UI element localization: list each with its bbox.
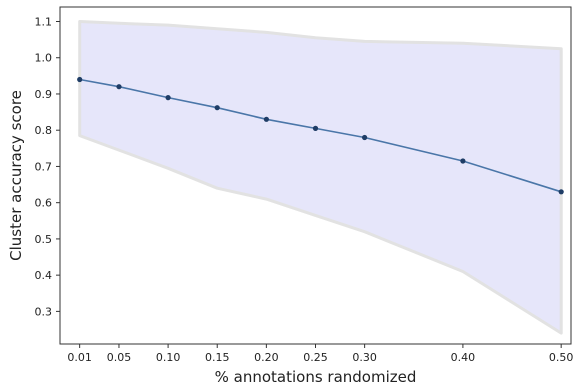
data-point bbox=[312, 125, 319, 131]
y-tick-label: 0.3 bbox=[35, 305, 53, 318]
y-axis-title: Cluster accuracy score bbox=[7, 90, 25, 261]
y-tick-label: 0.7 bbox=[35, 160, 53, 173]
x-tick-label: 0.15 bbox=[205, 351, 230, 364]
x-tick-label: 0.25 bbox=[303, 351, 328, 364]
y-tick-label: 0.8 bbox=[35, 124, 53, 137]
data-point bbox=[362, 134, 368, 141]
data-point bbox=[165, 95, 171, 101]
data-point bbox=[214, 105, 220, 111]
marker-layer bbox=[77, 76, 564, 195]
band-layer bbox=[78, 20, 563, 335]
x-axis-ticks: 0.01 0.05 0.10 0.15 0.20 0.25 0.30 0.40 0.50 bbox=[67, 344, 573, 364]
x-tick-label: 0.30 bbox=[352, 351, 377, 364]
y-axis-ticks: 0.3 0.4 0.5 0.6 0.7 0.8 0.9 1.0 1.1 bbox=[35, 15, 60, 318]
x-tick-label: 0.50 bbox=[549, 351, 574, 364]
y-tick-label: 0.9 bbox=[35, 88, 53, 101]
data-point bbox=[263, 116, 269, 122]
data-point bbox=[77, 76, 83, 83]
x-tick-label: 0.20 bbox=[254, 351, 279, 364]
y-tick-label: 0.5 bbox=[35, 233, 53, 246]
x-axis-title: % annotations randomized bbox=[215, 368, 417, 386]
data-point bbox=[460, 158, 466, 164]
y-tick-label: 1.1 bbox=[35, 15, 53, 28]
y-tick-label: 0.4 bbox=[35, 269, 53, 282]
data-point bbox=[116, 84, 122, 90]
y-tick-label: 1.0 bbox=[35, 52, 53, 65]
x-tick-label: 0.01 bbox=[67, 351, 92, 364]
x-tick-label: 0.40 bbox=[451, 351, 476, 364]
confidence-band bbox=[78, 20, 563, 335]
data-point bbox=[558, 189, 564, 195]
x-tick-label: 0.10 bbox=[156, 351, 181, 364]
y-tick-label: 0.6 bbox=[35, 197, 53, 210]
x-tick-label: 0.05 bbox=[107, 351, 132, 364]
